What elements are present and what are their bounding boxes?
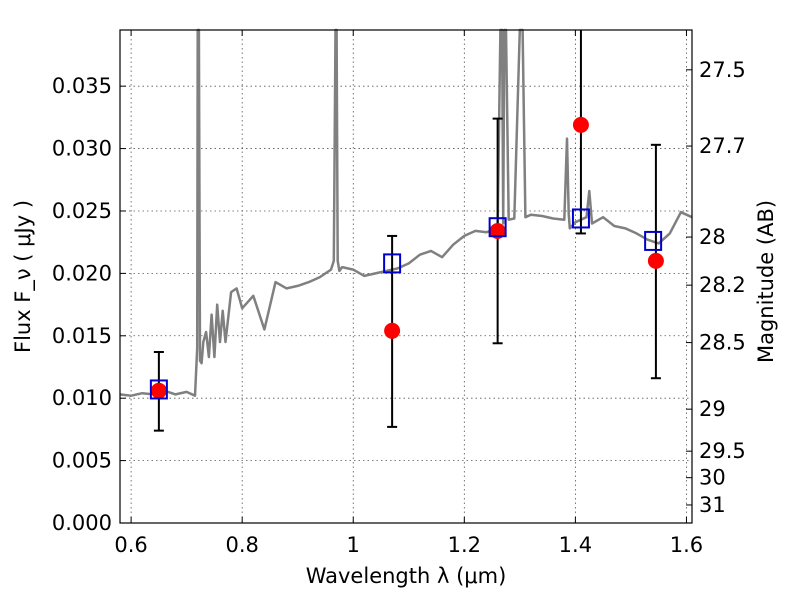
model-point <box>644 230 663 251</box>
mag-tick-label: 30 <box>699 466 726 490</box>
model-point <box>383 253 402 274</box>
observed-point <box>647 252 664 269</box>
observed-point <box>384 322 401 339</box>
x-tick-label: 1.2 <box>448 533 481 557</box>
y-tick-label: 0.025 <box>52 199 112 223</box>
x-tick-label: 0.6 <box>114 533 147 557</box>
mag-tick-label: 29 <box>699 397 726 421</box>
y-tick-label: 0.020 <box>52 261 112 285</box>
grid-lines <box>120 30 692 524</box>
mag-tick-label: 28.2 <box>699 273 746 297</box>
x-tick-label: 1 <box>347 533 360 557</box>
x-tick-label: 1.4 <box>559 533 592 557</box>
mag-tick-label: 29.5 <box>699 439 746 463</box>
mag-tick-label: 31 <box>699 493 726 517</box>
y-tick-label: 0.010 <box>52 386 112 410</box>
model-point <box>149 379 168 400</box>
y-tick-label: 0.000 <box>52 511 112 535</box>
model-point <box>488 217 507 238</box>
x-tick-label: 0.8 <box>225 533 258 557</box>
plot-frame <box>119 29 693 524</box>
axis-ticks: 0.6 0.8 1 1.2 1.4 1.6 0.000 0.005 0.010 0.015 0.02… <box>52 30 746 557</box>
error-bars <box>153 30 661 432</box>
mag-tick-label: 27.5 <box>699 58 746 82</box>
y-tick-label: 0.035 <box>52 74 112 98</box>
mag-tick-label: 28 <box>699 225 726 249</box>
observed-point <box>572 116 589 133</box>
spectrum-series <box>119 28 693 397</box>
right-axis-label: Magnitude (AB) <box>754 200 778 363</box>
model-point <box>571 208 590 229</box>
y-tick-label: 0.005 <box>52 449 112 473</box>
y-axis-label: Flux F_ν ( μJy ) <box>11 200 36 353</box>
mag-tick-label: 27.7 <box>699 134 746 158</box>
y-tick-label: 0.015 <box>52 324 112 348</box>
spectrum-line <box>119 28 693 397</box>
x-axis-label: Wavelength λ (μm) <box>306 564 507 588</box>
observed-point <box>150 382 167 399</box>
mag-tick-label: 28.5 <box>699 331 746 355</box>
photometry-markers <box>149 116 664 400</box>
x-tick-label: 1.6 <box>670 533 703 557</box>
y-tick-label: 0.030 <box>52 137 112 161</box>
